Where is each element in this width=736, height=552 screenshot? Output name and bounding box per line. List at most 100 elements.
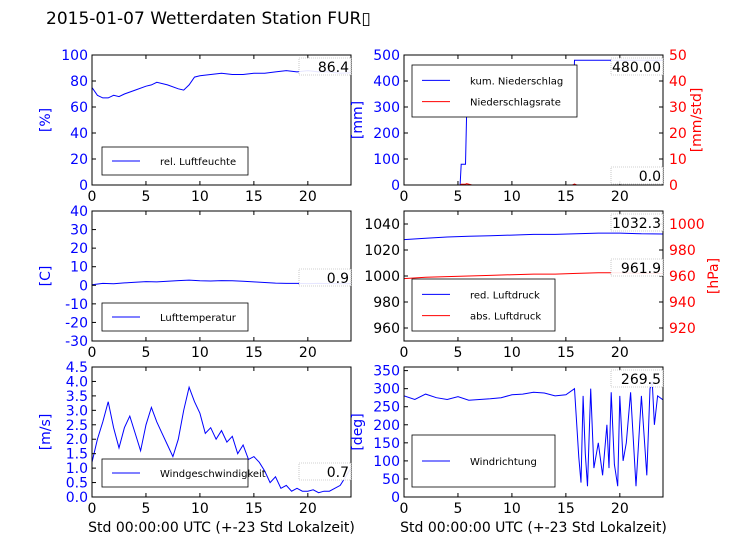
- y-tick-label: 40: [70, 204, 88, 220]
- legend: Lufttemperatur: [101, 302, 249, 332]
- chart-panel-5: 0 5 10 15 20 0.00.51.01.52.02.53.03.54.04.5 [m…: [38, 360, 355, 536]
- value-label: 269.5: [621, 372, 661, 388]
- figure-title: 2015-01-07 Wetterdaten Station FUR▯: [46, 9, 371, 29]
- y-tick-label: 960: [373, 321, 400, 337]
- y-tick-label: 1020: [364, 243, 400, 259]
- x-tick-label: 20: [611, 189, 629, 205]
- y-tick-label: 2.5: [66, 418, 88, 434]
- y-tick-label: 40: [70, 126, 88, 142]
- y-tick-label: -10: [65, 297, 88, 313]
- y-axis-label: [deg]: [350, 413, 366, 450]
- y-axis-label: [C]: [38, 266, 54, 287]
- y-tick-label: 0: [391, 178, 400, 194]
- x-tick-label: 15: [557, 189, 575, 205]
- y-tick-label: 200: [373, 126, 400, 142]
- y-tick-label: 1000: [364, 269, 400, 285]
- y-tick-label: 50: [382, 472, 400, 488]
- y-tick-label: 150: [373, 436, 400, 452]
- y-tick-label: 4.5: [66, 360, 88, 376]
- y-tick-right-label: 980: [669, 243, 696, 259]
- series-line-windrichtung: [404, 381, 663, 487]
- x-tick-label: 20: [299, 345, 317, 361]
- y-axis-label-right: [mm/std]: [689, 88, 705, 153]
- x-tick-label: 0: [400, 345, 409, 361]
- y-tick-right-label: 40: [669, 74, 687, 90]
- y-tick-right-label: 0: [669, 178, 678, 194]
- value-label-box: [610, 369, 664, 388]
- x-tick-label: 5: [141, 501, 150, 517]
- x-axis-label: Std 00:00:00 UTC (+-23 Std Lokalzeit): [400, 520, 667, 536]
- y-tick-label: 100: [373, 454, 400, 470]
- legend-label: Lufttemperatur: [160, 313, 237, 324]
- x-tick-label: 0: [400, 189, 409, 205]
- x-tick-label: 20: [611, 345, 629, 361]
- y-tick-right-label: 1000: [669, 217, 705, 233]
- y-tick-label: 0: [79, 278, 88, 294]
- legend: Windgeschwindigkeit: [101, 458, 266, 488]
- x-tick-label: 0: [88, 501, 97, 517]
- y-tick-label: 200: [373, 418, 400, 434]
- y-tick-label: 350: [373, 364, 400, 380]
- x-tick-label: 5: [453, 501, 462, 517]
- y-tick-label: 250: [373, 400, 400, 416]
- y-tick-label: 0.0: [66, 490, 88, 506]
- x-tick-label: 10: [191, 501, 209, 517]
- plot-frame: [91, 366, 352, 498]
- x-tick-label: 15: [245, 501, 263, 517]
- y-tick-right-label: 20: [669, 126, 687, 142]
- x-tick-label: 15: [245, 189, 263, 205]
- x-tick-label: 0: [400, 501, 409, 517]
- value-label-box: [610, 57, 664, 76]
- y-tick-right-label: 10: [669, 152, 687, 168]
- value-label: 0.9: [327, 271, 349, 287]
- y-tick-label: 100: [61, 48, 88, 64]
- legend-label: Windgeschwindigkeit: [160, 469, 266, 480]
- x-tick-label: 10: [503, 501, 521, 517]
- legend: rel. Luftfeuchte: [101, 146, 249, 176]
- y-tick-label: 500: [373, 48, 400, 64]
- x-tick-label: 15: [557, 501, 575, 517]
- value-label: 0.7: [327, 465, 349, 481]
- y-tick-right-label: 30: [669, 100, 687, 116]
- chart-panel-4: 0 5 10 15 20 960 980 1000 1020 1040 920 940 960 980 10…: [364, 210, 722, 361]
- value-label-box: [298, 462, 352, 481]
- plot-frame: [91, 54, 352, 186]
- y-tick-label: 10: [70, 260, 88, 276]
- y-tick-label: -30: [65, 334, 88, 350]
- legend-label: abs. Luftdruck: [470, 312, 541, 323]
- value-label: 86.4: [318, 60, 349, 76]
- value-label-box: [610, 213, 664, 232]
- y-tick-label: 100: [373, 152, 400, 168]
- x-tick-label: 20: [611, 501, 629, 517]
- x-tick-label: 10: [191, 189, 209, 205]
- y-tick-right-label: 50: [669, 48, 687, 64]
- value-label-box: [610, 166, 664, 185]
- plot-frame: [403, 54, 664, 186]
- x-axis-label: Std 00:00:00 UTC (+-23 Std Lokalzeit): [88, 520, 355, 536]
- y-tick-label: 2.0: [66, 432, 88, 448]
- x-tick-label: 10: [191, 345, 209, 361]
- y-tick-label: 60: [70, 100, 88, 116]
- x-tick-label: 5: [141, 189, 150, 205]
- x-tick-label: 15: [557, 345, 575, 361]
- y-tick-label: 300: [373, 382, 400, 398]
- value-label: 961.9: [621, 261, 661, 277]
- chart-panel-2: 0 5 10 15 20010020030040050001020304050[mm][…: [350, 48, 705, 205]
- y-tick-label: 1040: [364, 217, 400, 233]
- y-tick-label: 80: [70, 74, 88, 90]
- y-tick-label: 300: [373, 100, 400, 116]
- value-label: 1032.3: [612, 216, 661, 232]
- y-axis-label: [%]: [38, 108, 54, 132]
- y-tick-label: 20: [70, 152, 88, 168]
- series-line-red-luftdruck: [404, 232, 663, 241]
- legend-label: Niederschlagsrate: [470, 98, 561, 109]
- value-label-box: [610, 258, 664, 277]
- y-tick-right-label: 960: [669, 269, 696, 285]
- y-tick-label: 400: [373, 74, 400, 90]
- x-tick-label: 10: [503, 189, 521, 205]
- y-tick-label: 4.0: [66, 374, 88, 390]
- y-tick-label: 0: [391, 490, 400, 506]
- y-tick-label: 980: [373, 295, 400, 311]
- legend-label: red. Luftdruck: [470, 290, 540, 301]
